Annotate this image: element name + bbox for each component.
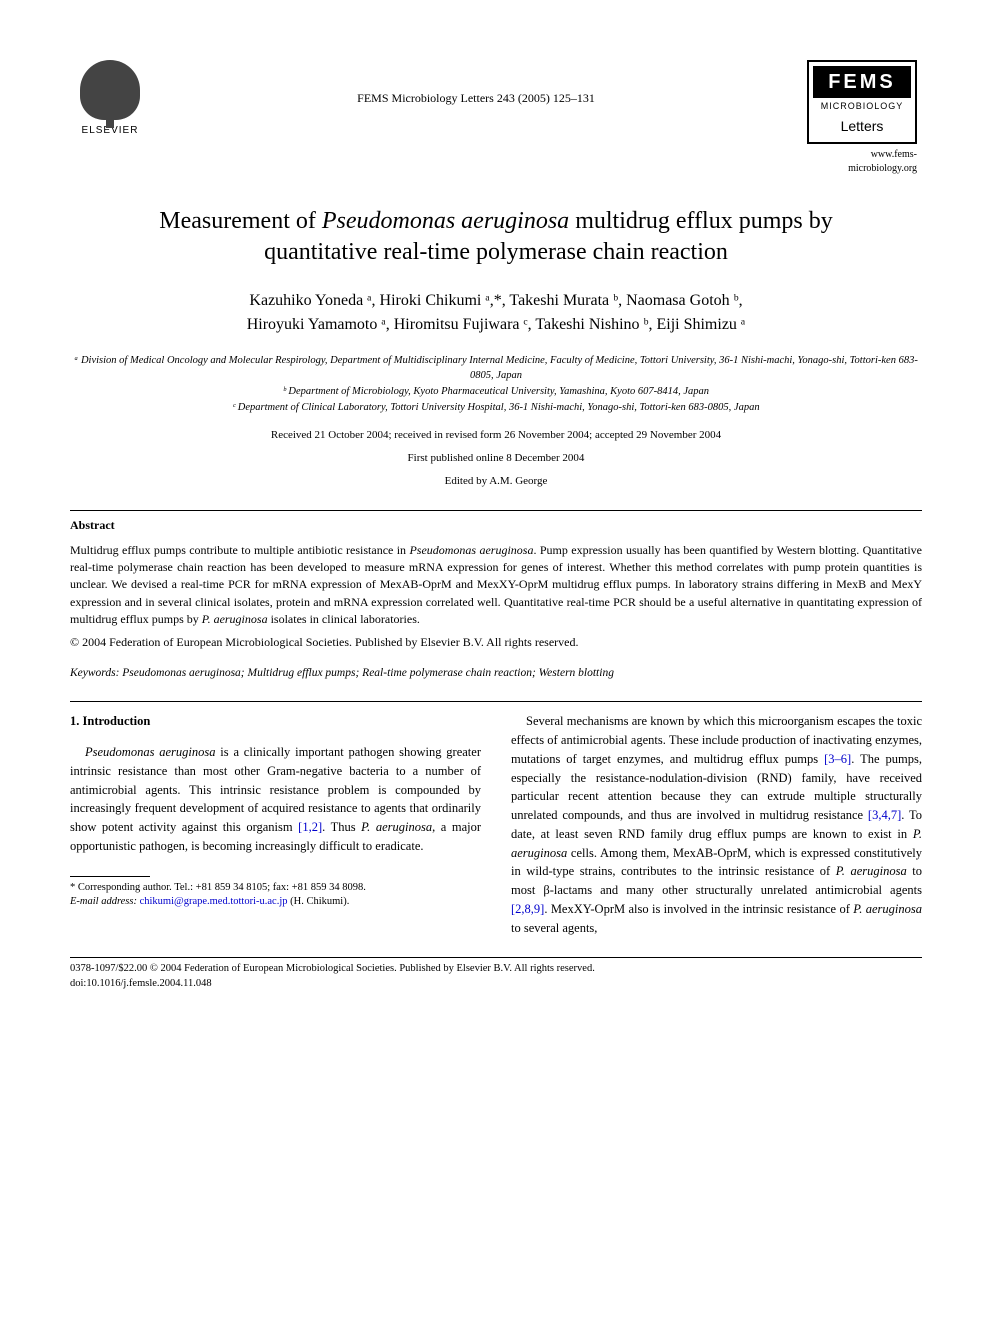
affiliations: ᵃ Division of Medical Oncology and Molec… xyxy=(70,353,922,416)
intro-heading: 1. Introduction xyxy=(70,712,481,731)
ref-link[interactable]: [1,2] xyxy=(298,820,322,834)
left-column: 1. Introduction Pseudomonas aeruginosa i… xyxy=(70,712,481,937)
fems-logo-bottom: Letters xyxy=(813,115,911,139)
edited-by: Edited by A.M. George xyxy=(70,474,922,489)
page-footer: 0378-1097/$22.00 © 2004 Federation of Eu… xyxy=(70,957,922,991)
abstract-heading: Abstract xyxy=(70,517,922,534)
corresponding-author-footnote: * Corresponding author. Tel.: +81 859 34… xyxy=(70,881,481,910)
affiliation-c: ᶜ Department of Clinical Laboratory, Tot… xyxy=(70,400,922,416)
footnote-email-line: E-mail address: chikumi@grape.med.tottor… xyxy=(70,895,481,910)
footnote-email-label: E-mail address: xyxy=(70,896,137,907)
footnote-email[interactable]: chikumi@grape.med.tottori-u.ac.jp xyxy=(140,896,288,907)
footer-doi: doi:10.1016/j.femsle.2004.11.048 xyxy=(70,977,922,992)
fems-url: www.fems-microbiology.org xyxy=(807,148,917,176)
body-columns: 1. Introduction Pseudomonas aeruginosa i… xyxy=(70,712,922,937)
elsevier-tree-icon xyxy=(80,60,140,120)
right-column: Several mechanisms are known by which th… xyxy=(511,712,922,937)
ref-link[interactable]: [3,4,7] xyxy=(868,808,901,822)
affiliation-b: ᵇ Department of Microbiology, Kyoto Phar… xyxy=(70,384,922,400)
affiliation-a: ᵃ Division of Medical Oncology and Molec… xyxy=(70,353,922,385)
ref-link[interactable]: [3–6] xyxy=(824,752,851,766)
page-header: ELSEVIER FEMS Microbiology Letters 243 (… xyxy=(70,60,922,176)
footnote-email-who: (H. Chikumi). xyxy=(290,896,349,907)
keywords: Keywords: Pseudomonas aeruginosa; Multid… xyxy=(70,665,922,681)
divider xyxy=(70,701,922,702)
keywords-list: Pseudomonas aeruginosa; Multidrug efflux… xyxy=(122,667,614,679)
abstract-body: Multidrug efflux pumps contribute to mul… xyxy=(70,542,922,629)
authors-line-1: Kazuhiko Yoneda ᵃ, Hiroki Chikumi ᵃ,*, T… xyxy=(249,292,742,309)
fems-logo: FEMS MICROBIOLOGY Letters www.fems-micro… xyxy=(802,60,922,176)
footer-issn: 0378-1097/$22.00 © 2004 Federation of Eu… xyxy=(70,962,922,977)
ref-link[interactable]: [2,8,9] xyxy=(511,902,544,916)
journal-reference: FEMS Microbiology Letters 243 (2005) 125… xyxy=(357,60,595,107)
keywords-label: Keywords: xyxy=(70,667,119,679)
intro-paragraph-2: Several mechanisms are known by which th… xyxy=(511,712,922,937)
footnote-corr: * Corresponding author. Tel.: +81 859 34… xyxy=(70,881,481,896)
intro-paragraph-1: Pseudomonas aeruginosa is a clinically i… xyxy=(70,743,481,856)
authors-line-2: Hiroyuki Yamamoto ᵃ, Hiromitsu Fujiwara … xyxy=(247,316,746,333)
elsevier-logo: ELSEVIER xyxy=(70,60,150,138)
fems-logo-top: FEMS xyxy=(813,66,911,98)
abstract-copyright: © 2004 Federation of European Microbiolo… xyxy=(70,634,922,651)
received-dates: Received 21 October 2004; received in re… xyxy=(70,428,922,443)
divider xyxy=(70,510,922,511)
fems-logo-box: FEMS MICROBIOLOGY Letters xyxy=(807,60,917,144)
article-title: Measurement of Pseudomonas aeruginosa mu… xyxy=(110,206,882,268)
author-list: Kazuhiko Yoneda ᵃ, Hiroki Chikumi ᵃ,*, T… xyxy=(70,289,922,337)
first-published: First published online 8 December 2004 xyxy=(70,451,922,466)
fems-logo-mid: MICROBIOLOGY xyxy=(813,98,911,115)
footnote-separator xyxy=(70,876,150,877)
